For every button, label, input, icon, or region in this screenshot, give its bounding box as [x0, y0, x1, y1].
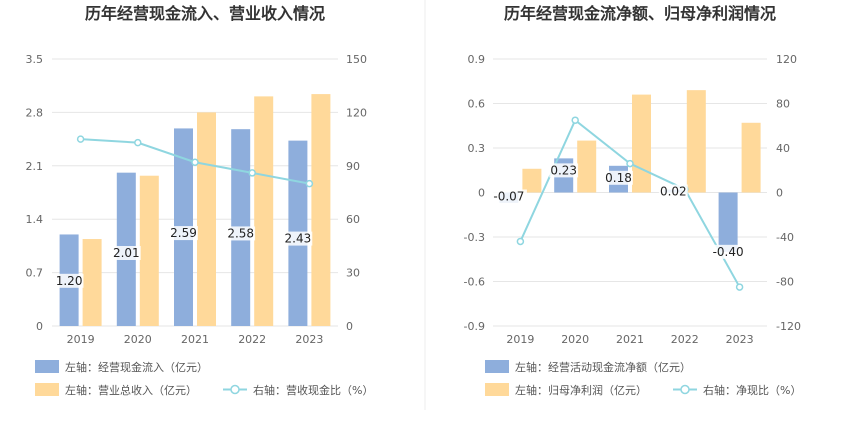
right-axis-tick: 150: [346, 53, 367, 66]
data-label-bg: [283, 231, 313, 246]
left-axis-tick: -0.6: [464, 276, 485, 289]
left-axis-tick: 0.6: [468, 98, 486, 111]
x-axis-tick: 2023: [726, 333, 754, 346]
ratio-point: [191, 158, 199, 166]
data-label-bg: [111, 245, 141, 260]
right-axis-tick: 30: [346, 267, 360, 280]
data-label-bg: [549, 163, 579, 178]
right-axis-tick: -120: [776, 320, 801, 333]
right-axis-tick: 80: [776, 98, 790, 111]
bar-revenue: [254, 96, 274, 326]
bar-cashflow: [718, 192, 738, 252]
legend-swatch-cashflow: [485, 360, 509, 373]
data-label: 2.43: [285, 232, 312, 246]
left-axis-tick: -0.3: [464, 231, 485, 244]
left-axis-tick: 0: [478, 187, 485, 200]
data-label: 1.20: [56, 274, 83, 288]
right-axis-tick: 120: [346, 106, 367, 119]
chart-title-0: 历年经营现金流入、营业收入情况: [85, 4, 325, 23]
ratio-point: [134, 138, 142, 147]
data-label: 0.23: [550, 163, 577, 177]
right-axis-tick: -40: [776, 231, 794, 244]
legend-swatch-revenue: [35, 383, 59, 396]
data-label-bg: [710, 244, 747, 259]
bar-revenue: [139, 175, 159, 326]
ratio-point: [76, 135, 85, 143]
ratio-line: [519, 118, 741, 288]
bar-revenue: [632, 94, 651, 193]
data-label: 2.58: [227, 226, 254, 240]
legend-swatch-cashflow: [35, 360, 59, 373]
right-axis-tick: 40: [776, 142, 790, 155]
right-axis-tick: -80: [776, 276, 794, 289]
data-label-bg: [169, 226, 198, 241]
left-axis-tick: 0.9: [468, 53, 486, 66]
legend-label: 左轴：营业总收入（亿元）: [65, 383, 197, 397]
legend-swatch-revenue: [485, 383, 509, 396]
ratio-point: [305, 179, 314, 188]
bar-revenue: [197, 112, 216, 327]
ratio-point: [248, 169, 256, 177]
x-axis-tick: 2022: [671, 333, 699, 346]
data-label: 0.02: [660, 185, 687, 199]
ratio-point: [626, 159, 634, 168]
right-axis-tick: 0: [346, 320, 353, 333]
data-label-bg: [604, 170, 633, 185]
bar-revenue: [311, 94, 331, 326]
left-axis-tick: -0.9: [464, 320, 485, 333]
legend-label: 右轴：净现比（%）: [703, 383, 801, 397]
bar-revenue: [741, 122, 761, 193]
data-label-bg: [226, 226, 256, 241]
data-label: 2.59: [170, 226, 197, 240]
x-axis-tick: 2023: [295, 333, 323, 346]
ratio-point: [735, 283, 744, 291]
legend-label: 左轴：经营活动现金流净额（亿元）: [515, 360, 691, 374]
x-axis-tick: 2020: [124, 333, 152, 346]
data-label: 0.18: [605, 171, 632, 185]
legend-swatch-line-dot: [230, 384, 240, 395]
bar-revenue: [82, 239, 102, 326]
legend-swatch-line-dot: [680, 384, 690, 395]
data-label: -0.40: [713, 245, 744, 259]
bar-revenue: [522, 168, 542, 193]
left-axis-tick: 2.1: [26, 160, 44, 173]
left-axis-tick: 0: [36, 320, 43, 333]
x-axis-tick: 2019: [67, 333, 95, 346]
left-axis-tick: 3.5: [26, 53, 44, 66]
bar-revenue: [577, 140, 597, 193]
right-axis-tick: 60: [346, 213, 360, 226]
left-axis-tick: 2.8: [26, 106, 44, 119]
data-label-bg: [54, 273, 84, 288]
data-label: 2.01: [113, 246, 140, 260]
data-label-bg: [658, 184, 688, 199]
x-axis-tick: 2020: [561, 333, 589, 346]
left-axis-tick: 0.7: [26, 267, 44, 280]
right-axis-tick: 120: [776, 53, 797, 66]
right-axis-tick: 90: [346, 160, 360, 173]
ratio-point: [571, 116, 579, 124]
chart-title-1: 历年经营现金流净额、归母净利润情况: [504, 4, 776, 23]
right-axis-tick: 0: [776, 187, 783, 200]
bar-revenue: [686, 90, 706, 193]
ratio-point: [516, 237, 525, 246]
x-axis-tick: 2021: [616, 333, 644, 346]
x-axis-tick: 2021: [181, 333, 209, 346]
x-axis-tick: 2022: [238, 333, 266, 346]
legend-label: 右轴：营收现金比（%）: [253, 383, 373, 397]
legend-label: 左轴：归母净利润（亿元）: [515, 383, 647, 397]
x-axis-tick: 2019: [506, 333, 534, 346]
data-label-bg: [490, 189, 527, 204]
data-label: -0.07: [493, 190, 524, 204]
left-axis-tick: 0.3: [468, 142, 486, 155]
left-axis-tick: 1.4: [26, 213, 44, 226]
legend-label: 左轴：经营现金流入（亿元）: [65, 360, 208, 374]
